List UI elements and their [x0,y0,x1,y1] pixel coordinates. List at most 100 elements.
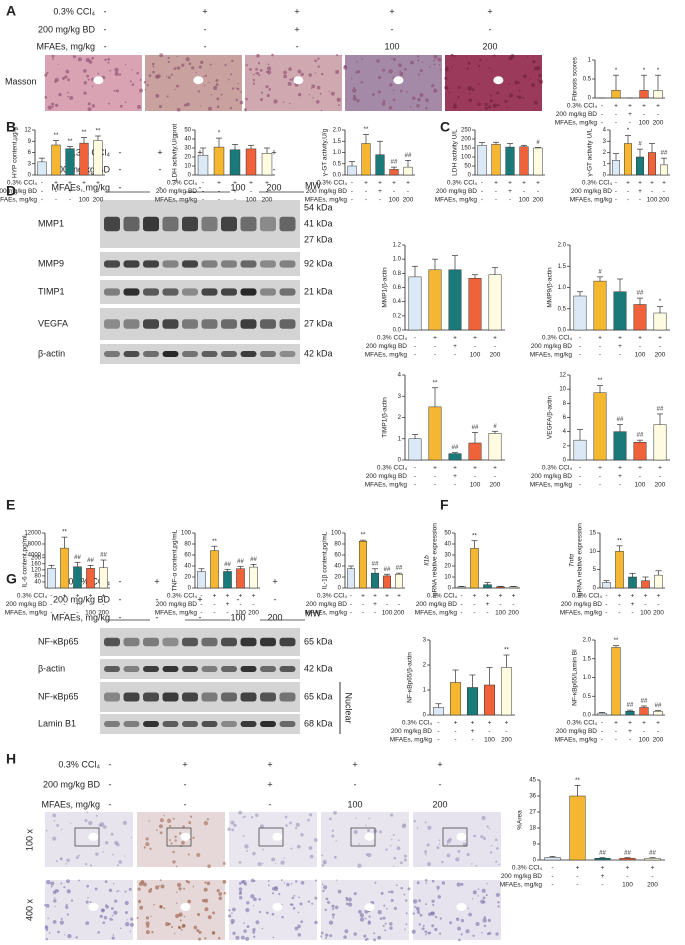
tissue-texture [364,917,366,919]
y-axis-title: MMP9/β-actin [547,267,554,308]
y-tick-label: 2 [603,150,607,156]
treatment-mark: - [481,197,483,204]
tissue-texture [172,860,176,864]
tissue-texture [331,834,335,838]
tissue-texture [66,889,71,894]
treatment-mark: - [659,473,661,480]
treatment-label: MFAEs, mg/kg [500,882,543,889]
tissue-texture [382,924,385,927]
bar [639,90,649,99]
tissue-texture [111,919,114,921]
y-tick-label: 1.5 [558,264,567,270]
y-tick-label: 0 [563,458,567,464]
treatment-mark: - [488,728,490,735]
blot-band [104,288,120,296]
tissue-texture [124,101,127,104]
significance: * [627,128,630,134]
significance: ## [250,557,257,563]
treatment-mark: 100 [79,197,90,204]
tissue-texture [377,75,382,80]
tissue-texture [337,889,342,894]
tissue-texture [280,879,283,881]
tissue-texture [496,91,500,95]
band-size: 27 kDa [304,318,333,328]
treatment-mark: + [614,103,618,110]
tissue-texture [114,67,119,73]
tissue-texture [258,74,261,77]
tissue-texture [235,935,240,940]
treatment-mark: - [199,612,202,622]
tissue-texture [320,931,324,935]
tissue-texture [60,917,63,920]
tissue-texture [289,78,292,81]
tissue-texture [283,70,287,75]
blot-band [182,319,198,329]
bar [79,142,89,176]
tissue-texture [321,864,325,867]
treatment-mark: - [454,737,456,744]
blot-band [201,216,218,232]
y-tick-label: 120 [31,567,42,573]
tissue-texture [389,926,393,930]
tissue-texture [231,87,235,90]
tissue-texture [431,879,435,883]
tissue-texture [145,930,150,935]
y-tick-label: 200 [461,137,472,143]
treatment-mark: - [350,593,352,600]
tissue-texture [311,902,314,905]
tissue-texture [124,855,126,857]
tissue-texture [300,880,305,885]
blot-band [162,721,179,727]
tissue-texture [54,897,56,899]
tissue-texture [130,917,134,921]
panel-label: B [6,119,16,135]
tissue-texture [116,890,118,893]
tissue-texture [252,74,255,76]
significance: ## [396,566,403,572]
bar [593,280,607,331]
tissue-texture [437,57,442,62]
y-tick-label: 30 [184,146,191,152]
tissue-texture [337,104,340,106]
tissue-texture [321,854,323,857]
tissue-texture [109,917,113,921]
tissue-texture [490,94,493,97]
treatment-mark: - [605,610,607,617]
tissue-texture [163,814,165,817]
tissue-texture [65,69,70,74]
treatment-mark: 200 [508,610,519,617]
tissue-texture [285,824,288,827]
tissue-texture [413,819,416,823]
tissue-texture [481,888,486,893]
treatment-mark: - [391,24,394,34]
tissue-texture [415,906,420,911]
tissue-texture [188,821,192,825]
tissue-texture [61,828,63,830]
tissue-texture [506,106,509,109]
tissue-texture [366,937,369,941]
treatment-mark: - [104,6,107,16]
tissue-texture [117,890,120,892]
tissue-texture [231,921,234,925]
treatment-mark: - [599,352,601,359]
tissue-texture [481,931,483,934]
bar [65,148,75,176]
treatment-label: 0.3% CCl₄ [512,865,542,872]
treatment-mark: + [202,6,207,16]
blot-band [221,319,237,329]
significance: ## [372,561,379,567]
tissue-texture [460,933,463,936]
treatment-mark: 200 [93,197,104,204]
blot-band [104,666,120,672]
vessel [293,76,304,85]
treatment-label: 0.3% CCl₄ [17,593,47,600]
vessel [180,903,191,911]
bar [37,161,47,176]
bar [483,584,492,589]
tissue-texture [51,105,54,108]
tissue-texture [457,86,461,90]
treatment-mark: + [252,593,256,600]
tissue-texture [155,829,158,832]
blot-band [143,351,159,357]
tissue-texture [385,848,388,851]
